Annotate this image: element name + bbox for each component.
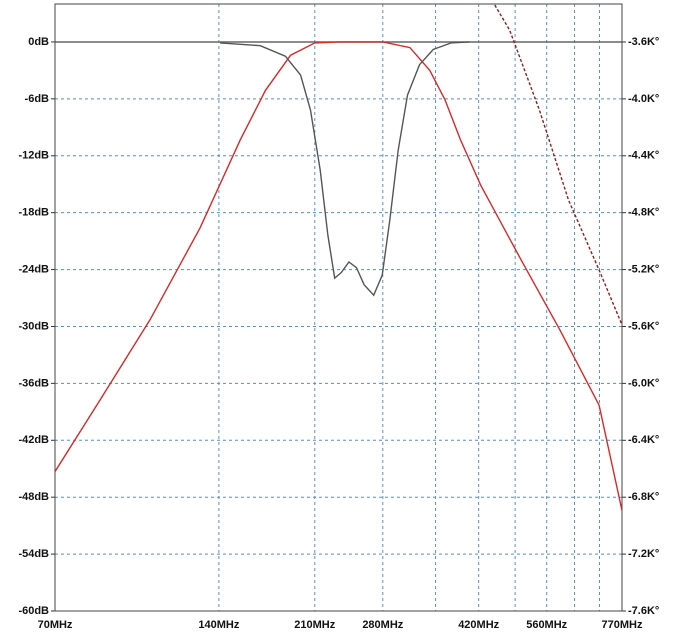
- y2-tick-label: -5.2K°: [628, 263, 659, 275]
- y-tick-label: -54dB: [18, 548, 49, 560]
- y-tick-label: -36dB: [18, 377, 49, 389]
- x-tick-label: 280MHz: [362, 619, 403, 631]
- y-tick-label: -12dB: [18, 150, 49, 162]
- y2-tick-label: -4.0K°: [628, 93, 659, 105]
- plot-area: [55, 4, 622, 611]
- y2-tick-label: -5.6K°: [628, 320, 659, 332]
- y2-tick-label: -4.4K°: [628, 150, 659, 162]
- series-line: [220, 41, 470, 297]
- y-tick-label: -48dB: [18, 491, 49, 503]
- x-tick-label: 770MHz: [602, 619, 643, 631]
- y2-tick-label: -6.8K°: [628, 491, 659, 503]
- y-tick-label: -42dB: [18, 434, 49, 446]
- y2-tick-label: -7.6K°: [628, 605, 659, 617]
- plot-frame: [54, 3, 623, 612]
- x-tick-label: 420MHz: [458, 619, 499, 631]
- y-tick-label: -18dB: [18, 207, 49, 219]
- y2-tick-label: -6.0K°: [628, 377, 659, 389]
- y-tick-label: -30dB: [18, 320, 49, 332]
- y2-tick-label: -4.8K°: [628, 207, 659, 219]
- y-tick-label: -24dB: [18, 263, 49, 275]
- x-tick-label: 70MHz: [38, 619, 73, 631]
- x-tick-label: 140MHz: [198, 619, 239, 631]
- y-tick-label: 0dB: [28, 36, 49, 48]
- y2-tick-label: -6.4K°: [628, 434, 659, 446]
- x-tick-label: 560MHz: [526, 619, 567, 631]
- y2-tick-label: -3.6K°: [628, 36, 659, 48]
- series-line: [55, 41, 622, 511]
- series-line: [494, 4, 622, 326]
- x-tick-label: 210MHz: [294, 619, 335, 631]
- y2-tick-label: -7.2K°: [628, 548, 659, 560]
- y-tick-label: -60dB: [18, 605, 49, 617]
- y-tick-label: -6dB: [25, 93, 50, 105]
